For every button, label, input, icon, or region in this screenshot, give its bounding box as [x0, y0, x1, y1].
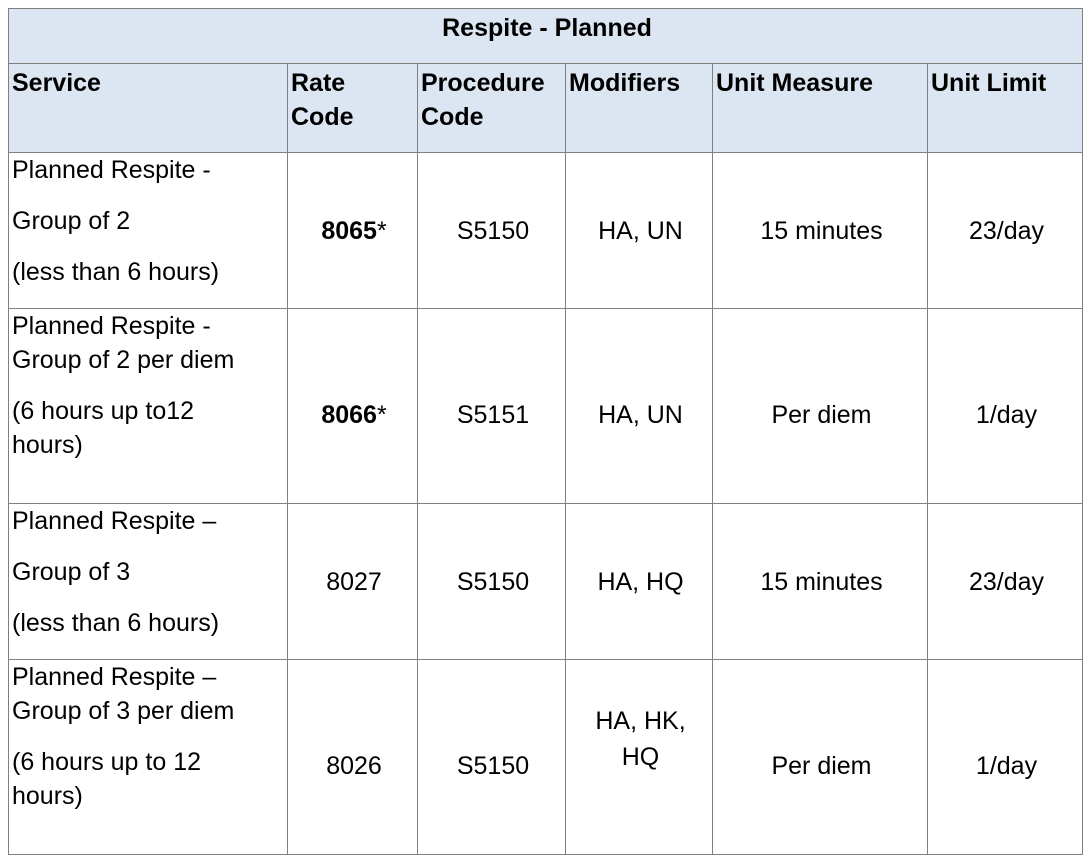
service-cell: Planned Respite - Group of 2 per diem (6…	[8, 308, 288, 504]
service-cell: Planned Respite – Group of 3 (less than …	[8, 503, 288, 660]
header-procedure-code-line2: Code	[421, 103, 484, 131]
service-line: (6 hours up to12	[12, 397, 195, 425]
service-cell: Planned Respite - Group of 2 (less than …	[8, 152, 288, 309]
modifiers-line: HQ	[621, 742, 660, 771]
header-unit-limit: Unit Limit	[926, 63, 1084, 153]
unit-limit-cell: 1/day	[926, 308, 1084, 504]
rate-code-cell: 8065*	[287, 152, 418, 309]
service-line: Group of 2	[12, 207, 131, 235]
service-line: Group of 2 per diem	[12, 346, 235, 374]
rate-code-cell: 8027	[287, 503, 418, 660]
unit-measure-cell: Per diem	[712, 308, 928, 504]
service-line: hours)	[12, 431, 83, 459]
service-line: (6 hours up to 12	[12, 748, 202, 776]
service-line: (less than 6 hours)	[12, 609, 220, 637]
modifiers-cell: HA, HQ	[565, 503, 713, 660]
modifiers-cell: HA, UN	[565, 308, 713, 504]
service-line: Planned Respite –	[12, 507, 217, 535]
table-row: Planned Respite – Group of 3 (less than …	[8, 503, 1084, 660]
procedure-code-cell: S5150	[417, 152, 566, 309]
header-procedure-code: Procedure Code	[417, 63, 566, 153]
service-line: Planned Respite –	[12, 663, 217, 691]
rate-code-asterisk: *	[376, 216, 387, 245]
service-line: (less than 6 hours)	[12, 258, 220, 286]
modifiers-cell: HA, HK, HQ	[565, 659, 713, 855]
header-modifiers: Modifiers	[565, 63, 713, 153]
modifiers-line: HA, HK,	[595, 706, 686, 735]
unit-measure-cell: 15 minutes	[712, 503, 928, 660]
service-line: hours)	[12, 782, 83, 810]
table-title-row: Respite - Planned	[7, 8, 1084, 64]
modifiers-multiline: HA, HK, HQ	[595, 703, 685, 775]
header-unit-measure: Unit Measure	[712, 63, 928, 153]
table-row: Planned Respite – Group of 3 per diem (6…	[8, 659, 1084, 855]
table-title: Respite - Planned	[7, 8, 1084, 64]
rate-code: 8065	[321, 216, 377, 245]
service-line: Planned Respite -	[12, 312, 211, 340]
header-service: Service	[8, 63, 288, 153]
unit-measure-cell: Per diem	[712, 659, 928, 855]
header-rate-code: Rate Code	[287, 63, 418, 153]
table-row: Planned Respite - Group of 2 per diem (6…	[8, 308, 1084, 504]
header-rate-code-line2: Code	[291, 103, 354, 131]
rate-code-cell: 8026	[287, 659, 418, 855]
table-row: Planned Respite - Group of 2 (less than …	[8, 152, 1084, 309]
unit-limit-cell: 1/day	[926, 659, 1084, 855]
unit-limit-cell: 23/day	[926, 503, 1084, 660]
header-procedure-code-line1: Procedure	[421, 69, 545, 97]
header-rate-code-line1: Rate	[291, 69, 346, 97]
header-row: Service Rate Code Procedure Code Modifie…	[8, 63, 1084, 153]
procedure-code-cell: S5150	[417, 503, 566, 660]
service-line: Group of 3 per diem	[12, 697, 235, 725]
respite-planned-table: Respite - Planned Service Rate Code Proc…	[7, 8, 1084, 855]
rate-code: 8066	[321, 401, 377, 429]
procedure-code-cell: S5150	[417, 659, 566, 855]
rate-code-asterisk: *	[376, 401, 387, 429]
unit-measure-cell: 15 minutes	[712, 152, 928, 309]
procedure-code-cell: S5151	[417, 308, 566, 504]
service-line: Planned Respite -	[12, 156, 211, 184]
modifiers-cell: HA, UN	[565, 152, 713, 309]
unit-limit-cell: 23/day	[926, 152, 1084, 309]
service-line: Group of 3	[12, 558, 131, 586]
service-cell: Planned Respite – Group of 3 per diem (6…	[8, 659, 288, 855]
rate-code-cell: 8066*	[287, 308, 418, 504]
